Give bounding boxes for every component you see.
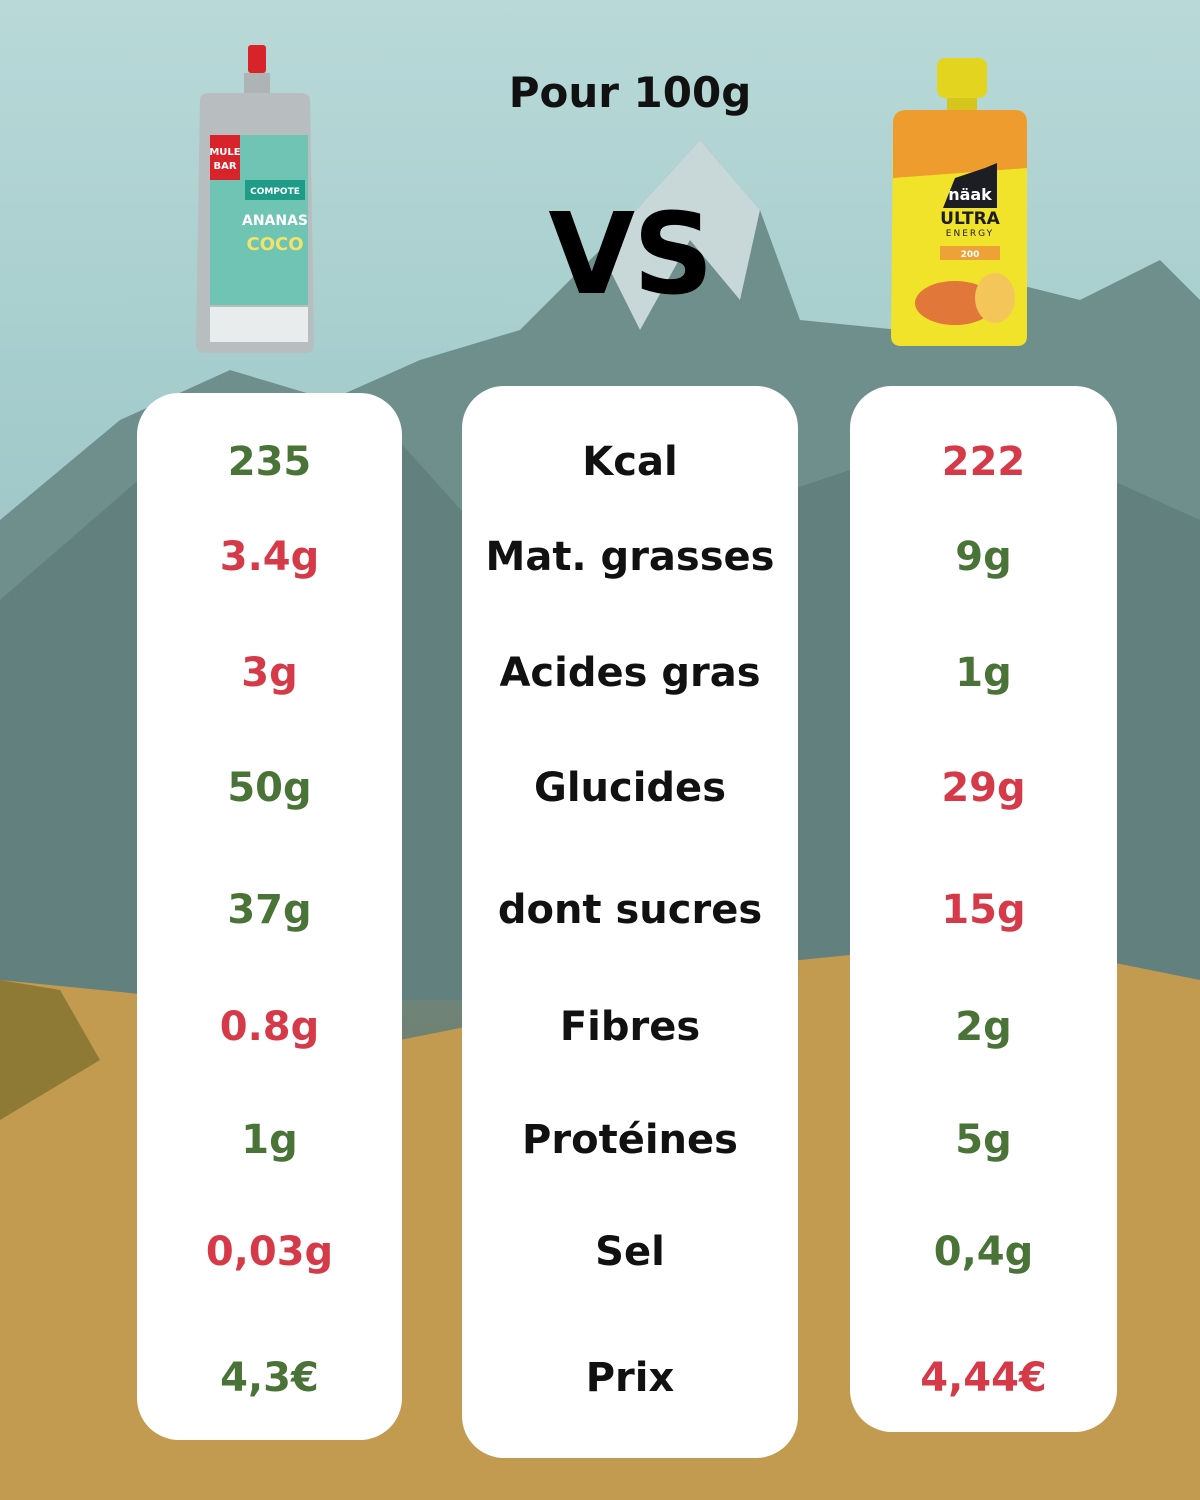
mulebar-value: 0,03g (205, 1229, 334, 1275)
naak-value: 222 (941, 439, 1026, 485)
nutrient-labels-column: Kcal Mat. grasses Acides gras Glucides dont … (462, 386, 798, 1458)
svg-text:näak: näak (948, 185, 992, 204)
nutrient-label: Acides gras (499, 650, 761, 696)
vs-label: VS (548, 190, 713, 320)
naak-value: 0,4g (933, 1229, 1034, 1275)
mulebar-value: 1g (241, 1117, 298, 1163)
svg-text:BAR: BAR (213, 161, 236, 172)
nutrient-label: Mat. grasses (485, 534, 775, 580)
page-title: Pour 100g (508, 68, 752, 117)
naak-value: 5g (955, 1117, 1012, 1163)
naak-pouch-image: näak ULTRA ENERGY 200 (891, 58, 1027, 346)
nutrient-label: dont sucres (497, 887, 763, 933)
naak-values-column: 222 9g 1g 29g 15g 2g 5g 0,4g 4,44€ (850, 386, 1117, 1432)
nutrient-label: Protéines (522, 1117, 738, 1163)
svg-text:COCO: COCO (246, 234, 303, 255)
naak-value: 9g (955, 534, 1012, 580)
nutrient-label: Prix (585, 1355, 675, 1401)
nutrient-label: Sel (595, 1229, 665, 1275)
mulebar-value: 0.8g (219, 1004, 320, 1050)
nutrient-label: Glucides (533, 765, 726, 811)
nutrient-label: Kcal (582, 439, 678, 485)
svg-text:200: 200 (961, 250, 980, 260)
mulebar-value: 235 (227, 439, 312, 485)
mulebar-value: 3g (241, 650, 298, 696)
naak-value: 1g (955, 650, 1012, 696)
naak-value: 29g (941, 765, 1026, 811)
naak-value: 2g (955, 1004, 1012, 1050)
nutrient-label: Fibres (559, 1004, 701, 1050)
svg-text:ULTRA: ULTRA (940, 209, 1001, 229)
mulebar-value: 50g (227, 765, 312, 811)
mulebar-pouch-image: MULE BAR COMPOTE ANANAS COCO (196, 45, 314, 353)
mulebar-values-column: 235 3.4g 3g 50g 37g 0.8g 1g 0,03g 4,3€ (137, 393, 402, 1440)
mulebar-value: 4,3€ (220, 1355, 319, 1401)
svg-text:ANANAS: ANANAS (242, 213, 308, 229)
naak-value: 15g (941, 887, 1026, 933)
svg-text:ENERGY: ENERGY (946, 229, 994, 239)
mulebar-value: 37g (227, 887, 312, 933)
naak-value: 4,44€ (920, 1355, 1047, 1401)
mulebar-value: 3.4g (219, 534, 320, 580)
svg-text:MULE: MULE (209, 147, 240, 158)
svg-text:COMPOTE: COMPOTE (250, 187, 300, 197)
